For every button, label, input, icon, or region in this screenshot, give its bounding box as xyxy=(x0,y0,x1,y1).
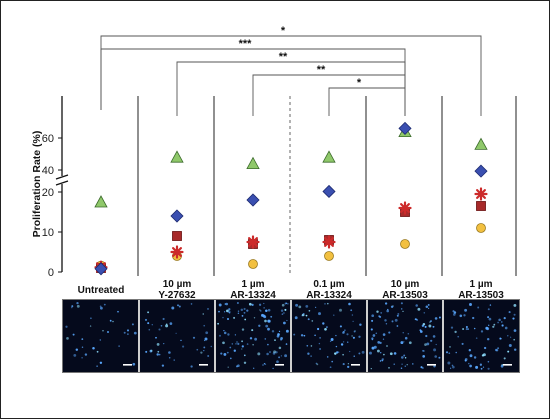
data-point-square xyxy=(172,231,182,241)
data-point-diamond xyxy=(322,184,336,199)
data-point-diamond xyxy=(398,121,412,135)
data-point-circle xyxy=(324,251,334,261)
scale-bar xyxy=(199,364,208,366)
data-point-triangle xyxy=(94,195,108,208)
data-point-asterisk xyxy=(170,245,184,259)
category-label-line2: Y-27632 xyxy=(158,290,196,301)
data-point-asterisk xyxy=(474,187,488,201)
category-label-line1: 0.1 µm xyxy=(313,279,344,290)
scale-bar xyxy=(351,364,360,366)
significance-label: *** xyxy=(239,38,253,50)
scale-bar xyxy=(275,364,284,366)
data-point-diamond xyxy=(170,209,184,223)
micrograph-panel xyxy=(442,300,517,372)
micrograph-panel xyxy=(366,300,441,372)
data-point-triangle xyxy=(170,150,184,163)
category-label-line1: 10 µm xyxy=(391,279,420,290)
category-label: Untreated xyxy=(78,285,125,296)
y-tick-label: 10 xyxy=(42,227,54,239)
significance-label: * xyxy=(357,77,362,89)
scale-bar xyxy=(123,364,132,366)
data-point-asterisk xyxy=(398,201,412,215)
category-label-line2: AR-13324 xyxy=(230,290,276,301)
significance-label: ** xyxy=(279,51,288,63)
data-point-triangle xyxy=(322,150,336,163)
y-tick-label: 60 xyxy=(42,133,54,145)
significance-bracket xyxy=(328,87,406,116)
significance-label: * xyxy=(281,25,286,37)
y-axis-title: Proliferation Rate (%) xyxy=(31,131,43,238)
micrograph-strip xyxy=(62,299,520,373)
scale-bar xyxy=(503,364,512,366)
category-label-line1: 10 µm xyxy=(163,279,192,290)
y-tick-label: 20 xyxy=(42,187,54,199)
data-point-square xyxy=(476,201,486,211)
micrograph-panel xyxy=(214,300,289,372)
data-point-circle xyxy=(248,259,258,269)
significance-bracket xyxy=(100,35,482,116)
y-tick-label: 0 xyxy=(48,267,54,279)
category-label-line1: 1 µm xyxy=(242,279,265,290)
data-point-asterisk xyxy=(246,235,260,249)
data-point-diamond xyxy=(474,164,488,178)
category-label-line2: AR-13324 xyxy=(306,290,352,301)
axis-break-mark xyxy=(55,174,69,186)
data-point-circle xyxy=(476,223,486,233)
category-label-line1: 1 µm xyxy=(470,279,493,290)
data-point-diamond xyxy=(94,262,108,276)
micrograph-panel xyxy=(138,300,213,372)
data-point-circle xyxy=(400,239,410,249)
micrograph-panel xyxy=(65,301,137,367)
micrograph-panel xyxy=(290,300,365,372)
data-point-triangle xyxy=(246,156,260,170)
category-label-line2: AR-13503 xyxy=(458,290,504,301)
data-point-diamond xyxy=(246,193,260,207)
data-point-triangle xyxy=(474,137,488,150)
significance-label: ** xyxy=(317,64,326,76)
data-point-asterisk xyxy=(322,235,336,249)
y-tick-label: 40 xyxy=(42,165,54,177)
scale-bar xyxy=(427,364,436,366)
category-label-line2: AR-13503 xyxy=(382,290,428,301)
significance-bracket xyxy=(176,61,406,116)
micrograph-panels xyxy=(65,300,517,372)
